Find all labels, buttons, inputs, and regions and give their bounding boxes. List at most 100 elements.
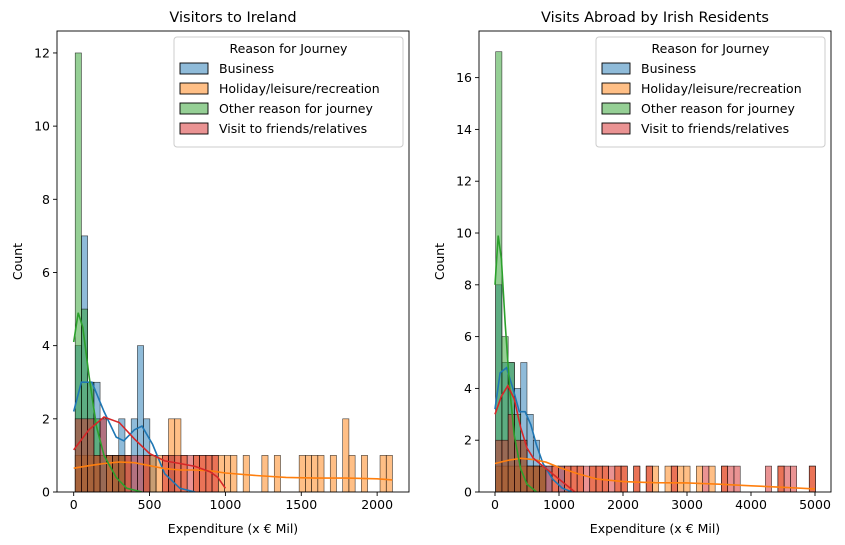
bar-visit-to-friends-relatives [633,465,641,492]
bar-visit-to-friends-relatives [808,465,816,492]
y-tick-label: 4 [464,381,472,396]
bar-holiday-leisure-recreation [149,455,157,492]
legend-swatch-visit-to-friends-relatives [601,122,631,135]
bar-holiday-leisure-recreation [652,465,660,492]
chart-title: Visits Abroad by Irish Residents [541,10,769,26]
legend-label-visit-to-friends-relatives: Visit to friends/relatives [219,121,367,136]
bar-visit-to-friends-relatives [495,439,503,492]
x-tick-label: 1000 [543,497,575,512]
bar-holiday-leisure-recreation [664,465,672,492]
legend: Reason for Journey Business Holiday/leisur… [173,36,404,148]
legend-swatch-holiday-leisure-recreation [601,82,631,95]
axes-frame [478,30,832,493]
chart-visits-abroad: 0 1000 2000 3000 4000 5000 0 2 4 6 8 10 12 14 16 Visits… [432,10,832,536]
y-tick-label: 0 [464,485,472,500]
bar-visit-to-friends-relatives [520,439,528,492]
y-tick-label: 8 [42,192,50,207]
bar-visit-to-friends-relatives [81,418,88,492]
bar-visit-to-friends-relatives [790,465,797,492]
bar-visit-to-friends-relatives [608,465,616,492]
bar-holiday-leisure-recreation [305,455,312,492]
bar-visit-to-friends-relatives [583,465,591,492]
bar-holiday-leisure-recreation [317,455,325,492]
bar-visit-to-friends-relatives [501,439,509,492]
bar-holiday-leisure-recreation [273,455,281,492]
x-tick-label: 5000 [799,497,831,512]
y-tick-label: 12 [456,174,472,189]
kde-line-other-reason-for-journey [72,312,143,492]
bar-visit-to-friends-relatives [733,465,741,492]
x-tick-label: 3000 [671,497,703,512]
kde-line-holiday-leisure-recreation [73,461,393,481]
bar-visit-to-friends-relatives [570,465,578,492]
bar-visit-to-friends-relatives [765,465,772,492]
legend-swatch-visit-to-friends-relatives [179,122,209,135]
bar-holiday-leisure-recreation [342,418,350,492]
legend-swatch-other-reason-for-journey [601,102,631,115]
bar-holiday-leisure-recreation [242,455,250,492]
legend-label-other-reason-for-journey: Other reason for journey [219,101,373,116]
legend-swatch-holiday-leisure-recreation [179,82,209,95]
bar-holiday-leisure-recreation [683,465,691,492]
legend-box [173,36,404,148]
bar-visit-to-friends-relatives [539,465,547,492]
bar-visit-to-friends-relatives [137,455,144,492]
legend-box [595,36,826,148]
legend-label-holiday-leisure-recreation: Holiday/leisure/recreation [641,81,802,96]
x-axis-label: Expenditure (x € Mil) [590,521,720,536]
chart-title: Visitors to Ireland [169,10,296,26]
y-tick-label: 2 [42,411,50,426]
bar-visit-to-friends-relatives [702,465,710,492]
legend-label-holiday-leisure-recreation: Holiday/leisure/recreation [219,81,380,96]
x-tick-label: 0 [491,497,499,512]
bar-visit-to-friends-relatives [143,455,151,492]
axes-frame [56,30,410,493]
bar-visit-to-friends-relatives [576,465,584,492]
bar-visit-to-friends-relatives [93,455,101,492]
bar-visit-to-friends-relatives [721,465,729,492]
x-axis-label: Expenditure (x € Mil) [168,521,298,536]
bar-visit-to-friends-relatives [727,465,735,492]
bar-holiday-leisure-recreation [311,455,319,492]
kde-line-visit-to-friends-relatives [73,416,227,489]
bar-holiday-leisure-recreation [708,465,716,492]
legend-swatch-business [601,62,631,75]
y-tick-label: 10 [34,119,50,134]
bar-visit-to-friends-relatives [180,455,188,492]
bar-visit-to-friends-relatives [620,465,628,492]
bar-holiday-leisure-recreation [379,455,387,492]
x-tick-label: 2000 [361,497,393,512]
x-tick-label: 4000 [735,497,767,512]
y-tick-label: 6 [42,265,50,280]
y-tick-label: 2 [464,433,472,448]
y-tick-label: 16 [456,70,472,85]
legend-title: Reason for Journey [230,41,348,56]
y-tick-label: 8 [464,277,472,292]
bar-visit-to-friends-relatives [532,465,540,492]
y-tick-label: 10 [456,226,472,241]
y-tick-label: 0 [42,485,50,500]
bar-visit-to-friends-relatives [168,455,176,492]
legend-label-visit-to-friends-relatives: Visit to friends/relatives [641,121,789,136]
bar-visit-to-friends-relatives [130,455,138,492]
y-tick-label: 6 [464,329,472,344]
bar-holiday-leisure-recreation [677,465,685,492]
legend-swatch-business [179,62,209,75]
bar-holiday-leisure-recreation [329,455,337,492]
bar-visit-to-friends-relatives [670,465,678,492]
bar-holiday-leisure-recreation [385,455,393,492]
bar-visit-to-friends-relatives [614,465,622,492]
bar-holiday-leisure-recreation [261,455,269,492]
bar-visit-to-friends-relatives [186,455,194,492]
chart-visitors-to-ireland: 0 500 1000 1500 2000 0 2 4 6 8 10 12 Visitors to Ire… [10,10,410,536]
legend-label-business: Business [219,61,274,76]
x-tick-label: 1500 [285,497,317,512]
legend-label-business: Business [641,61,696,76]
x-tick-label: 2000 [607,497,639,512]
y-axis-label: Count [10,243,25,280]
bar-holiday-leisure-recreation [348,455,356,492]
bar-holiday-leisure-recreation [361,455,368,492]
x-tick-label: 500 [138,497,162,512]
bar-holiday-leisure-recreation [298,455,306,492]
